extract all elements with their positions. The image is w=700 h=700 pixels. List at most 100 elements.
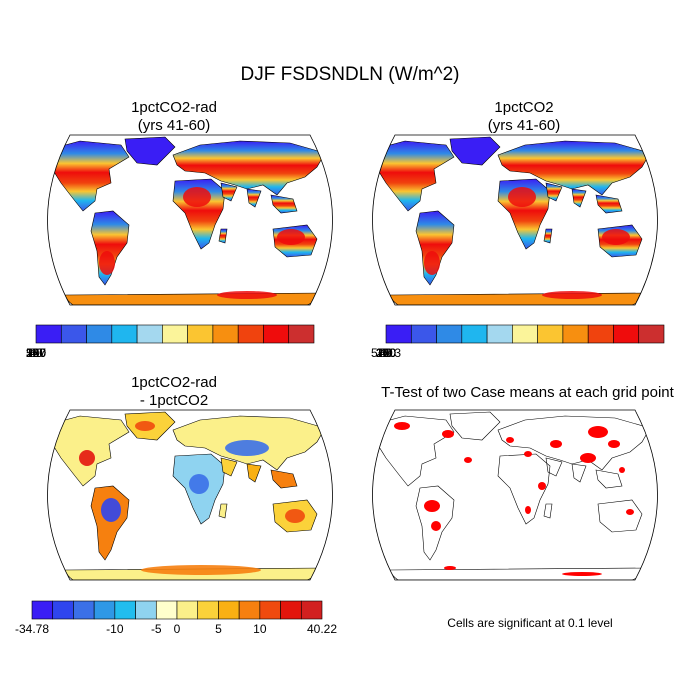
- landmass-arabia: [220, 457, 238, 477]
- landmass-antarctica: [389, 292, 651, 305]
- landmass-madagascar: [543, 228, 553, 244]
- significant-cell: [431, 521, 441, 531]
- panel-title-difference: 1pctCO2-rad - 1pctCO2: [131, 374, 217, 409]
- colorbar-difference-swatch: [197, 600, 219, 620]
- landmass-samerica: [415, 485, 455, 561]
- colorbar-1pctco2-tick-label: 120: [376, 346, 396, 360]
- colorbar-1pctco2-swatch: [562, 324, 589, 344]
- colorbar-difference-tick-label: -10: [106, 622, 124, 636]
- colorbar-1pctco2-tick-label: 320: [376, 346, 396, 360]
- colorbar-1pctco2-rad-swatch: [263, 324, 290, 344]
- colorbar-difference-swatch: [300, 600, 323, 620]
- significant-cell: [524, 451, 532, 457]
- high-flux-region: [602, 229, 630, 245]
- significant-cell: [525, 506, 531, 514]
- colorbar-1pctco2-rad-swatch: [237, 324, 264, 344]
- colorbar-1pctco2-rad-swatch: [35, 324, 62, 344]
- high-flux-region: [99, 251, 115, 275]
- colorbar-1pctco2-rad-tick-label: 320: [26, 346, 46, 360]
- map-ttest-significance: [372, 409, 658, 581]
- colorbar-difference-swatch: [93, 600, 116, 620]
- colorbar-difference-swatch: [218, 600, 240, 620]
- colorbar-1pctco2-swatch: [512, 324, 538, 344]
- colorbar-1pctco2-rad-swatch: [288, 324, 315, 344]
- landmass-seasia: [595, 469, 623, 489]
- colorbar-1pctco2-swatch: [638, 324, 665, 344]
- landmass-eurasia: [172, 140, 326, 196]
- colorbar-1pctco2-rad-tick-label: 200: [26, 346, 46, 360]
- landmass-greenland: [124, 136, 176, 166]
- significant-cell: [588, 426, 608, 438]
- landmass-eurasia: [497, 140, 651, 196]
- colorbar-1pctco2-rad-swatch: [212, 324, 239, 344]
- landmass-greenland: [449, 411, 501, 441]
- landmass-greenland: [449, 136, 501, 166]
- colorbar-1pctco2-tick-label: 160: [376, 346, 396, 360]
- landmass-eurasia: [497, 415, 651, 471]
- landmass-india: [571, 463, 587, 483]
- colorbar-difference-tick-label: 0: [174, 622, 181, 636]
- colorbar-difference-swatch: [155, 600, 178, 620]
- panel-title-1pctco2: 1pctCO2 (yrs 41-60): [487, 99, 561, 134]
- colorbar-difference-tick-label: -5: [151, 622, 162, 636]
- significance-note: Cells are significant at 0.1 level: [447, 616, 613, 630]
- difference-anomaly: [135, 421, 155, 431]
- high-flux-region: [217, 291, 277, 299]
- high-flux-region: [542, 291, 602, 299]
- colorbar-1pctco2-swatch: [461, 324, 488, 344]
- high-flux-region: [508, 187, 536, 207]
- landmass-india: [246, 463, 262, 483]
- colorbar-1pctco2-swatch: [385, 324, 412, 344]
- colorbar-difference-tick-label: 40.22: [307, 622, 337, 636]
- colorbar-difference-swatch: [238, 600, 261, 620]
- colorbar-1pctco2-swatch: [587, 324, 614, 344]
- landmass-madagascar: [218, 228, 228, 244]
- colorbar-1pctco2-tick-label: 200: [376, 346, 396, 360]
- figure-title: DJF FSDSNDLN (W/m^2): [240, 64, 460, 85]
- high-flux-region: [277, 229, 305, 245]
- difference-anomaly: [101, 498, 121, 522]
- colorbar-1pctco2-swatch: [410, 324, 437, 344]
- map-outline: [372, 409, 658, 581]
- significant-cell: [506, 437, 514, 443]
- panel-title-ttest: T-Test of two Case means at each grid po…: [381, 384, 674, 401]
- landmass-arabia: [220, 182, 238, 202]
- landmass-seasia: [595, 194, 623, 214]
- significant-cell: [619, 467, 625, 473]
- significant-cell: [562, 572, 602, 576]
- significant-cell: [464, 457, 472, 463]
- difference-anomaly: [79, 450, 95, 466]
- colorbar-1pctco2-rad-swatch: [162, 324, 188, 344]
- landmass-seasia: [270, 469, 298, 489]
- significant-cell: [424, 500, 440, 512]
- landmass-australia: [597, 499, 643, 533]
- colorbar-1pctco2-rad-tick-label: 240: [26, 346, 46, 360]
- significant-cell: [626, 509, 634, 515]
- difference-anomaly: [225, 440, 269, 456]
- colorbar-1pctco2-rad-swatch: [187, 324, 214, 344]
- landmass-antarctica: [389, 567, 651, 580]
- landmass-madagascar: [543, 503, 553, 519]
- landmass-samerica: [90, 485, 130, 561]
- significant-cell: [394, 422, 410, 430]
- colorbar-difference-swatch: [31, 600, 54, 620]
- colorbar-1pctco2-rad-swatch: [111, 324, 138, 344]
- colorbar-1pctco2-swatch: [613, 324, 640, 344]
- high-flux-region: [424, 251, 440, 275]
- colorbar-1pctco2-rad-tick-label: 0: [33, 346, 40, 360]
- landmass-seasia: [270, 194, 298, 214]
- landmass-africa: [497, 453, 551, 525]
- landmass-arabia: [545, 457, 563, 477]
- colorbar-1pctco2-rad-swatch: [60, 324, 87, 344]
- colorbar-1pctco2-rad-tick-label: 80: [29, 346, 43, 360]
- map-outline: [47, 134, 333, 306]
- colorbar-1pctco2-rad-tick-label: 120: [26, 346, 46, 360]
- landmass-arabia: [545, 182, 563, 202]
- significant-cell: [538, 482, 546, 490]
- landmass-india: [246, 188, 262, 208]
- colorbar-difference: -34.78 -10 -5 0 5 10 40.22: [15, 600, 337, 636]
- significant-cell: [608, 440, 620, 448]
- colorbar-1pctco2-tick-label: 80: [379, 346, 393, 360]
- colorbar-difference-swatch: [52, 600, 74, 620]
